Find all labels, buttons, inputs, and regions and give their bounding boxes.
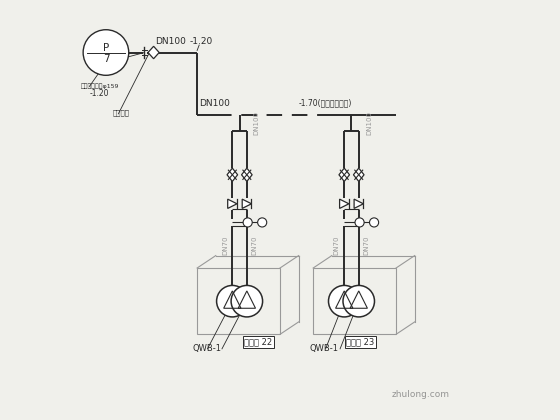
Circle shape [231,286,263,317]
Polygon shape [353,168,364,181]
Text: 防护阀门: 防护阀门 [112,110,129,116]
Text: zhulong.com: zhulong.com [392,390,450,399]
Text: QWB-1: QWB-1 [193,344,222,353]
Text: DN100: DN100 [253,111,259,135]
Text: -1.70(最大洲水标高): -1.70(最大洲水标高) [298,99,352,108]
Text: -1.20: -1.20 [90,89,109,98]
Text: 集水坑 22: 集水坑 22 [244,338,273,346]
Polygon shape [339,199,349,208]
Polygon shape [242,199,251,208]
Bar [197,268,280,334]
Text: -1.20: -1.20 [190,37,213,46]
Circle shape [243,218,252,227]
Circle shape [329,286,360,317]
Polygon shape [241,168,252,181]
Text: DN70: DN70 [251,236,257,255]
Circle shape [355,218,364,227]
Text: 7: 7 [102,54,109,64]
Text: DN100: DN100 [199,99,230,108]
Text: DN70: DN70 [363,236,369,255]
Polygon shape [228,199,237,208]
Text: 集水坑 23: 集水坑 23 [346,338,375,346]
Text: P: P [103,43,109,53]
Polygon shape [339,168,349,181]
Text: DN70: DN70 [222,236,228,255]
Circle shape [217,286,248,317]
Text: DN100: DN100 [155,37,185,46]
Text: QWB-1: QWB-1 [309,344,338,353]
Polygon shape [148,46,159,59]
Polygon shape [354,199,363,208]
Bar [313,268,396,334]
Text: 防护层管套管φ159: 防护层管套管φ159 [81,83,120,89]
Circle shape [258,218,267,227]
Polygon shape [227,168,237,181]
Circle shape [83,30,129,75]
Text: DN70: DN70 [334,236,340,255]
Text: DN100: DN100 [366,111,372,135]
Circle shape [370,218,379,227]
Circle shape [343,286,375,317]
